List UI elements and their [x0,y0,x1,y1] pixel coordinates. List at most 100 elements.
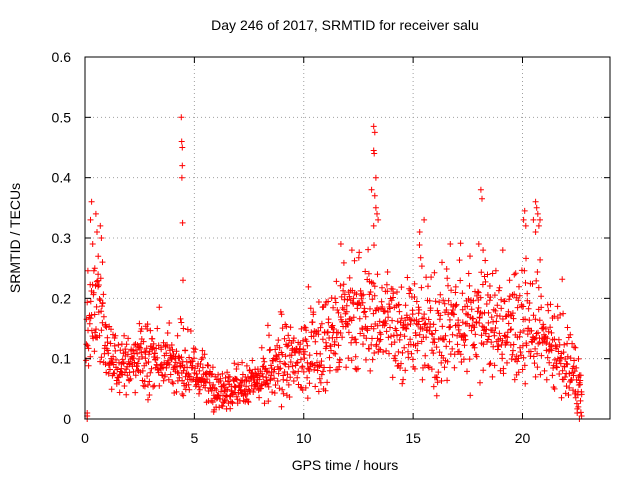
data-point [474,288,481,295]
data-point [508,326,515,333]
data-point [535,222,542,229]
data-point [317,379,324,386]
data-point [193,371,200,377]
data-point [471,344,478,351]
data-point [125,335,132,342]
data-point [521,207,528,214]
data-point [136,345,143,352]
data-point [219,403,226,410]
data-point [331,338,338,345]
data-point [258,344,265,351]
data-point [317,324,324,331]
data-point [506,293,513,300]
data-point [551,313,558,320]
data-point [91,348,98,355]
data-point [561,341,568,348]
data-point [377,336,384,343]
data-point [276,385,283,392]
data-point [224,386,231,393]
data-point [287,359,294,365]
data-point [533,204,540,211]
data-point [93,278,100,285]
data-point [388,333,394,340]
data-point [332,295,339,302]
data-point [312,338,319,345]
data-point [330,304,337,311]
data-point [89,241,96,247]
data-point [187,328,194,334]
data-point [416,306,423,313]
data-point [443,343,450,350]
data-point [184,326,191,333]
data-point [379,304,386,310]
data-point [318,320,325,327]
data-point [266,347,273,354]
data-point [561,363,568,370]
data-point [566,384,573,391]
data-point [398,360,404,367]
data-point [144,373,151,380]
data-point [419,325,426,332]
data-point [446,316,453,323]
data-point [284,371,291,378]
data-point [395,348,402,355]
data-point [421,216,428,223]
data-point [279,351,286,358]
data-point [445,311,452,318]
data-point [575,355,582,362]
data-point [312,383,319,390]
data-point [303,327,310,334]
data-point [281,335,288,342]
data-point [262,365,269,372]
data-point [466,323,473,329]
data-point [266,332,272,339]
data-point [485,336,491,343]
data-point [556,357,563,364]
data-point [473,292,480,299]
data-point [422,320,429,327]
y-tick-label: 0.3 [52,230,72,246]
data-point [467,392,474,399]
data-point [119,359,126,366]
data-point [159,364,166,371]
data-point [102,361,109,368]
data-point [254,380,261,387]
data-point [457,351,464,358]
data-point [108,386,115,393]
data-point [499,355,506,362]
data-point [340,281,347,288]
y-tick-label: 0.4 [52,170,72,186]
data-point [282,353,289,360]
data-point [433,344,440,351]
data-point [141,383,148,390]
data-point [557,311,564,318]
data-point [344,320,350,327]
data-point [428,366,435,373]
data-point [204,376,211,383]
data-point [99,303,105,310]
data-point [477,294,484,301]
data-point [356,315,363,322]
data-point [473,353,480,360]
data-point [551,356,558,363]
data-point [466,282,473,289]
data-point [243,383,250,390]
data-point [558,394,565,401]
data-point [451,364,458,371]
data-point [114,366,121,373]
data-point [395,302,402,309]
data-point [555,336,562,343]
data-point [374,210,380,217]
data-point [436,349,443,356]
data-point [431,269,438,276]
data-point [215,371,222,378]
data-point [222,374,229,381]
data-point [334,366,341,373]
data-point [156,304,163,311]
data-point [261,358,268,365]
data-point [120,360,127,367]
data-point [185,381,192,388]
data-point [89,281,96,288]
data-point [577,372,584,379]
